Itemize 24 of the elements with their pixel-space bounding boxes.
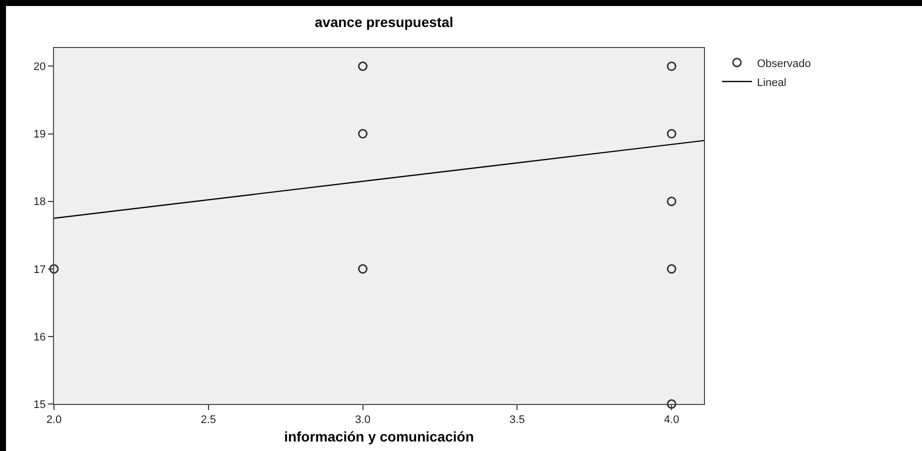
x-tick-label: 3.0 — [355, 414, 370, 426]
chart-title: avance presupuestal — [314, 14, 454, 30]
y-tick-label: 17 — [34, 264, 46, 276]
legend-label: Observado — [757, 58, 811, 70]
point — [666, 399, 676, 409]
y-tick-label: 16 — [34, 331, 46, 344]
x-tick-label: 3.5 — [510, 414, 525, 426]
legend-label: Lineal — [757, 76, 786, 89]
x-axis-title: información y comunicación — [284, 428, 474, 444]
y-tick-label: 18 — [34, 196, 46, 208]
x-tick-label: 4.0 — [664, 414, 680, 426]
y-tick-label: 15 — [34, 398, 46, 411]
point — [666, 196, 676, 206]
point — [666, 129, 676, 139]
y-tick-label: 19 — [34, 128, 46, 141]
point — [358, 129, 368, 139]
point — [666, 61, 676, 71]
y-tick-label: 20 — [34, 61, 46, 74]
point — [666, 264, 676, 274]
point — [358, 264, 368, 274]
point — [358, 61, 368, 71]
x-tick-label: 2.5 — [200, 414, 216, 426]
x-tick-label: 2.0 — [46, 414, 62, 426]
point — [49, 264, 59, 274]
